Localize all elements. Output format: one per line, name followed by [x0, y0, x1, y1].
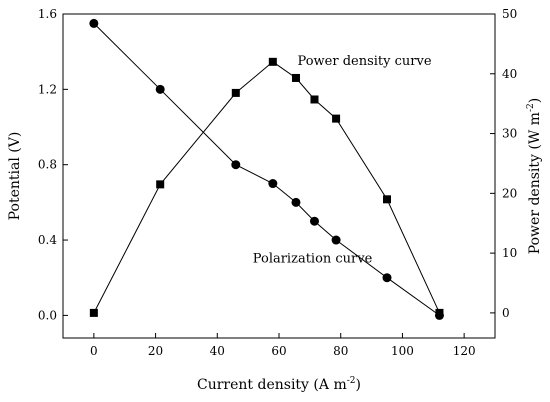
- right-tick-label: 50: [502, 7, 517, 21]
- right-tick-label: 30: [502, 127, 517, 141]
- power-density-point: [268, 57, 277, 66]
- polarization-point: [268, 179, 278, 189]
- polarization-point: [89, 18, 99, 28]
- x-tick-label: 120: [453, 344, 476, 358]
- right-tick-label: 0: [502, 306, 510, 320]
- right-tick-label: 20: [502, 186, 517, 200]
- left-y-axis-title: Potential (V): [7, 132, 23, 221]
- x-axis: 0 20 40 60 80 100 120: [90, 333, 476, 358]
- series-layer: [89, 18, 444, 320]
- annotation-layer: Power density curve Polarization curve: [253, 54, 432, 267]
- x-tick-label: 20: [148, 344, 163, 358]
- power-density-point: [156, 180, 165, 189]
- left-tick-label: 1.6: [38, 7, 57, 21]
- left-tick-label: 0.0: [38, 308, 57, 322]
- polarization-point: [382, 273, 392, 283]
- right-y-axis: 0 10 20 30 40 50: [490, 7, 517, 320]
- polarization-point: [309, 216, 319, 226]
- power-density-point: [291, 73, 300, 82]
- polarization-point: [291, 197, 301, 207]
- x-tick-label: 60: [271, 344, 286, 358]
- power-density-point: [231, 88, 240, 97]
- x-tick-label: 40: [210, 344, 225, 358]
- right-tick-label: 40: [502, 67, 517, 81]
- left-tick-label: 0.4: [38, 233, 57, 247]
- annotation-label: Polarization curve: [253, 252, 373, 267]
- power-density-point: [332, 114, 341, 123]
- polarization-point: [231, 160, 241, 170]
- left-tick-label: 0.8: [38, 158, 57, 172]
- power-density-point: [383, 195, 391, 204]
- left-y-axis: 0.0 0.4 0.8 1.2 1.6: [38, 7, 68, 322]
- left-tick-label: 1.2: [38, 82, 57, 96]
- polarization-point: [155, 84, 165, 94]
- right-y-axis-title: Power density (W m-2): [526, 98, 543, 254]
- power-density-point: [89, 308, 98, 317]
- x-tick-label: 100: [391, 344, 414, 358]
- right-tick-label: 10: [502, 246, 517, 260]
- polarization-point: [331, 235, 341, 245]
- annotation-label: Power density curve: [298, 54, 432, 69]
- power-density-point: [310, 95, 319, 104]
- x-axis-title: Current density (A m-2): [197, 376, 361, 393]
- x-tick-label: 80: [333, 344, 348, 358]
- x-tick-label: 0: [90, 344, 98, 358]
- power-density-point: [435, 308, 444, 317]
